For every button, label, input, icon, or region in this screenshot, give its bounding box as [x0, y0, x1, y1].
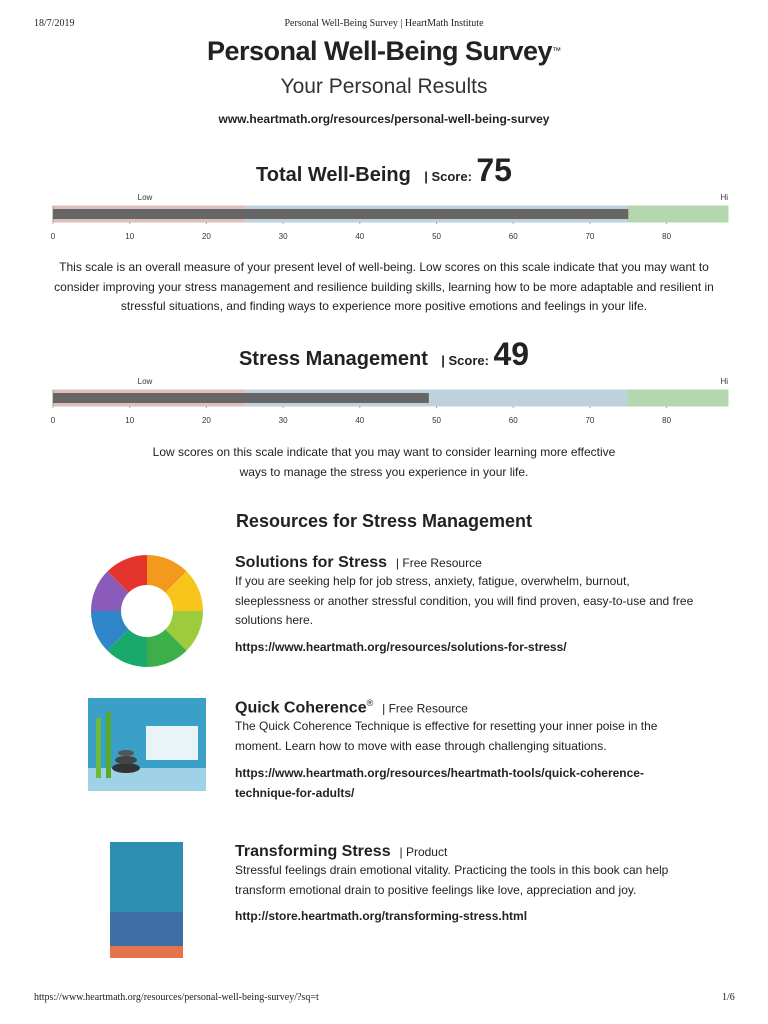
x-tick-label: 10	[125, 232, 134, 241]
gauge-description: This scale is an overall measure of your…	[54, 260, 714, 313]
resource-tag: | Product	[399, 845, 448, 859]
x-tick-label: 0	[51, 232, 56, 241]
x-tick-label: 60	[509, 232, 518, 241]
print-date: 18/7/2019	[34, 18, 75, 29]
gauge-heading: Stress Management | Score: 49	[0, 336, 768, 373]
resource-heading: Quick Coherence® | Free Resource	[235, 698, 695, 717]
quick-coherence-image	[88, 698, 206, 791]
gauge-heading: Total Well-Being | Score: 75	[0, 152, 768, 189]
transforming-stress-image	[110, 842, 183, 958]
survey-url[interactable]: www.heartmath.org/resources/personal-wel…	[218, 112, 550, 126]
x-tick-label: 30	[279, 232, 288, 241]
resource-heading: Solutions for Stress | Free Resource	[235, 554, 695, 572]
high-label: Hi	[720, 377, 728, 386]
resource-link[interactable]: https://www.heartmath.org/resources/hear…	[235, 765, 644, 800]
x-tick-label: 70	[585, 232, 594, 241]
x-tick-label: 10	[125, 416, 134, 425]
x-tick-label: 20	[202, 232, 211, 241]
x-tick-label: 30	[279, 416, 288, 425]
x-tick-label: 80	[662, 232, 671, 241]
gauge-title: Stress Management	[238, 348, 428, 370]
print-title: Personal Well-Being Survey | HeartMath I…	[284, 18, 484, 29]
x-tick-label: 70	[585, 416, 594, 425]
resource-tag: | Free Resource	[382, 701, 468, 716]
resources-heading: Resources for Stress Management	[235, 511, 533, 531]
bar	[53, 393, 429, 403]
resource: Quick Coherence® | Free Resource The Quic…	[235, 698, 695, 803]
gauge-title: Total Well-Being	[256, 164, 411, 186]
high-label: Hi	[720, 193, 728, 202]
x-tick-label: 80	[662, 416, 671, 425]
resource-title: Transforming Stress	[235, 843, 391, 860]
resource-description: If you are seeking help for job stress, …	[235, 574, 694, 628]
resource-title: Solutions for Stress	[235, 554, 388, 571]
bar	[53, 209, 629, 219]
gauge-description: Low scores on this scale indicate that y…	[152, 445, 616, 479]
x-tick-label: 40	[355, 416, 364, 425]
score-value: 49	[493, 336, 530, 372]
zone	[627, 205, 729, 223]
trademark: ™	[552, 45, 562, 56]
x-tick-label: 50	[432, 416, 441, 425]
x-tick-label: 40	[355, 232, 364, 241]
subtitle: Your Personal Results	[280, 75, 488, 98]
x-tick-label: 20	[202, 416, 211, 425]
resource-link[interactable]: http://store.heartmath.org/transforming-…	[235, 909, 528, 924]
score-value: 75	[476, 152, 512, 188]
low-label: Low	[138, 193, 153, 202]
solutions-image	[91, 555, 203, 667]
resource: Solutions for Stress | Free Resource If y…	[235, 554, 695, 657]
x-tick-label: 60	[509, 416, 518, 425]
resource: Transforming Stress | Product Stressful f…	[235, 843, 695, 926]
resource-heading: Transforming Stress | Product	[235, 843, 695, 861]
score-label: | Score:	[441, 353, 489, 368]
footer-url: https://www.heartmath.org/resources/pers…	[34, 992, 319, 1003]
resource-link[interactable]: https://www.heartmath.org/resources/solu…	[235, 640, 567, 655]
resource-title: Quick Coherence	[235, 699, 367, 717]
x-tick-label: 0	[51, 416, 56, 425]
title-wrap: Personal Well-Being Survey™	[0, 36, 768, 67]
resource-tag: | Free Resource	[395, 556, 482, 570]
gauge: 0 10 20 30 40 50 60 70 80 Low Hi	[51, 193, 729, 241]
zone	[627, 389, 729, 407]
low-label: Low	[138, 377, 153, 386]
score-label: | Score:	[424, 169, 472, 184]
gauge: 0 10 20 30 40 50 60 70 80 Low Hi	[51, 377, 729, 425]
resource-description: Stressful feelings drain emotional vital…	[235, 863, 669, 897]
title: Personal Well-Being Survey	[206, 36, 553, 66]
page-number: 1/6	[722, 992, 735, 1003]
x-tick-label: 50	[432, 232, 441, 241]
resource-description: The Quick Coherence Technique is effecti…	[235, 719, 658, 754]
registered-mark: ®	[366, 698, 374, 708]
